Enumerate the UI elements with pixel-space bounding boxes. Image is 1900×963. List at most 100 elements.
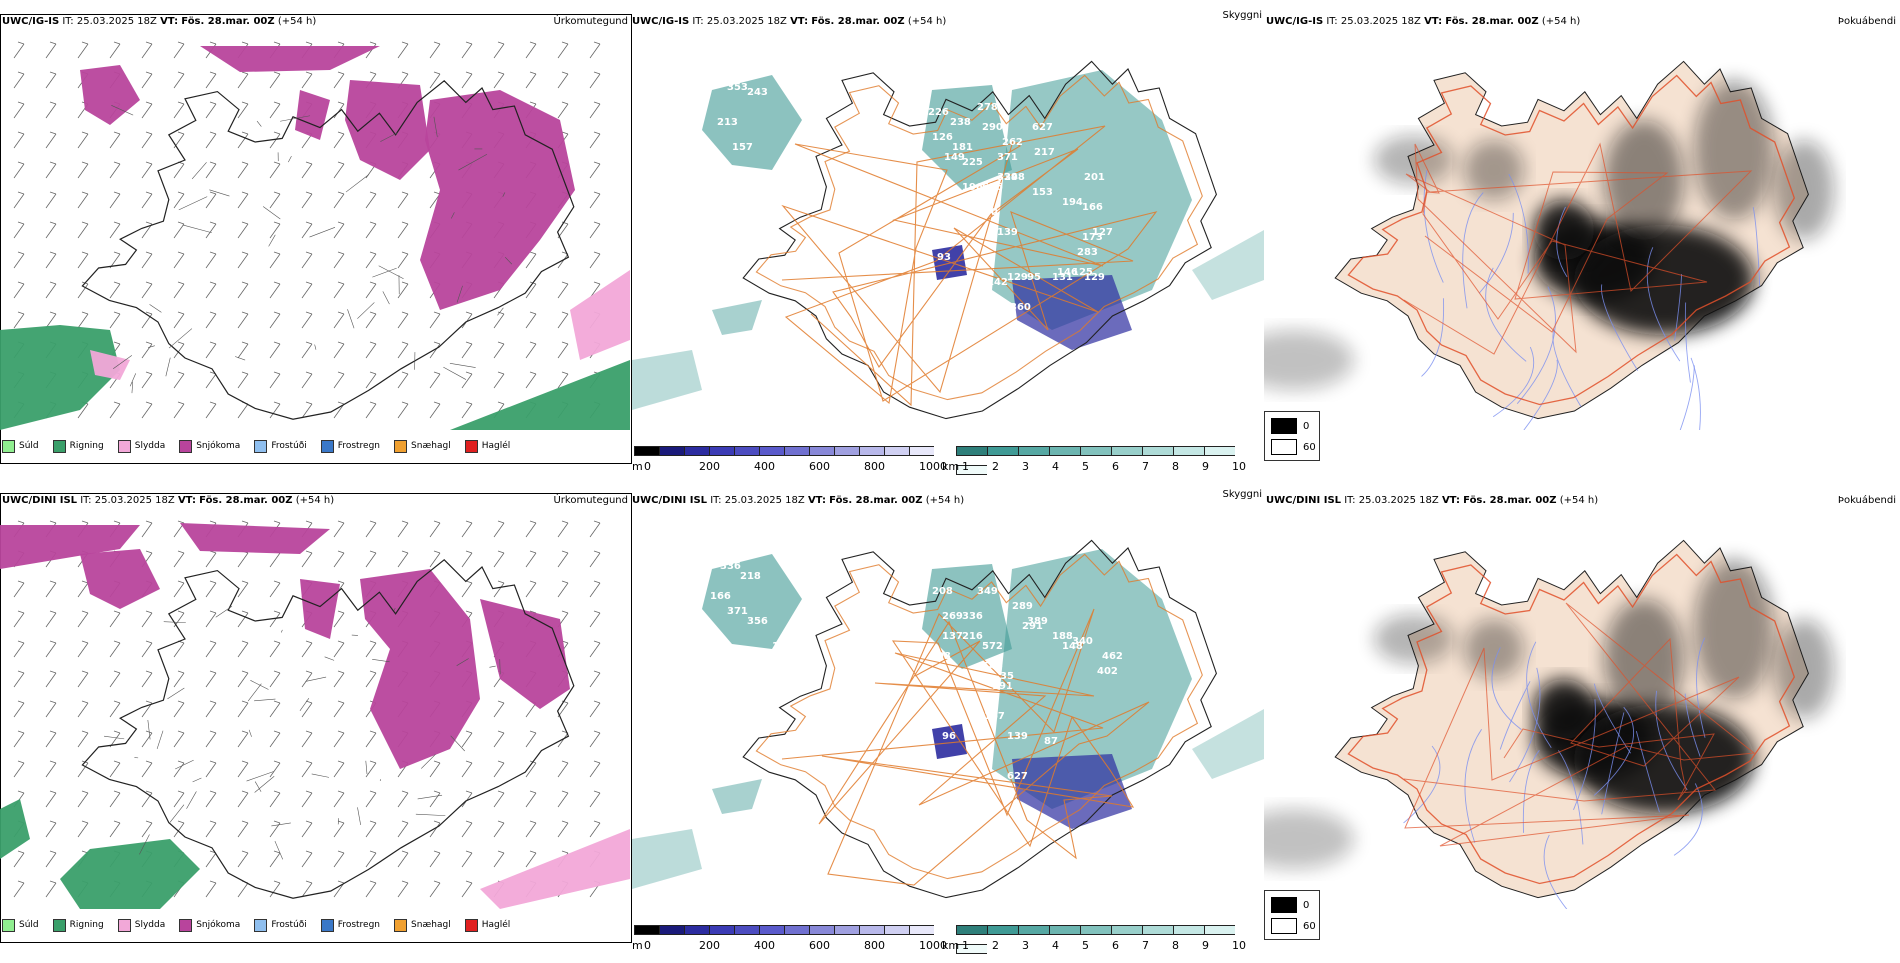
colorbar-cell (1111, 925, 1142, 935)
legend-label: Frostregn (338, 920, 380, 930)
visibility-tick: 7 (1142, 460, 1149, 473)
wind-barb (558, 282, 568, 298)
wind-barb (334, 282, 344, 298)
wind-barb (366, 731, 376, 747)
wind-barb (558, 551, 568, 567)
road-segment (167, 688, 184, 699)
wind-barb (142, 521, 152, 537)
ceiling-label: 142 (987, 277, 1008, 288)
wind-barb (206, 342, 216, 358)
wind-barb (238, 851, 248, 867)
wind-barb (366, 791, 376, 807)
ceiling-label: 269 (942, 611, 963, 622)
wind-barb (46, 851, 56, 867)
road-segment (216, 606, 232, 617)
road-segment (150, 304, 162, 312)
wind-barb (206, 821, 216, 837)
forecast-row: UWC/IG-IS IT: 25.03.2025 18Z VT: Fös. 28… (0, 14, 1900, 484)
wind-barb (302, 192, 312, 208)
precip-area (0, 325, 120, 430)
wind-barb (302, 252, 312, 268)
legend-label: Frostregn (338, 441, 380, 451)
wind-barb (78, 132, 88, 148)
ceiling-label: 129 (1007, 272, 1028, 283)
colorbar-cell (634, 446, 659, 456)
road-segment (347, 309, 354, 328)
visibility-tick: 1 (962, 939, 969, 952)
ceiling-label: 440 (977, 207, 998, 218)
fog-panel: UWC/IG-IS IT: 25.03.2025 18Z VT: Fös. 28… (1264, 14, 1900, 484)
it-value: 25.03.2025 18Z (725, 495, 805, 506)
wind-barb (14, 731, 24, 747)
legend-item: Haglél (465, 440, 511, 453)
wind-barb (142, 701, 152, 717)
wind-barb (238, 701, 248, 717)
wind-barb (270, 671, 280, 687)
fog-map (1264, 509, 1900, 909)
colorbar-cell (859, 446, 884, 456)
lead-time: (+54 h) (278, 16, 316, 27)
wind-barb (430, 312, 440, 328)
legend-swatch (394, 919, 407, 932)
ceiling-label: 127 (1092, 227, 1113, 238)
road-segment (383, 291, 390, 304)
colorbar-cell (1173, 925, 1204, 935)
road-segment (450, 363, 476, 367)
ceiling-tick: 400 (754, 939, 775, 952)
ceiling-label: 157 (732, 142, 753, 153)
wind-barb (142, 192, 152, 208)
legend-label: Súld (19, 920, 39, 930)
colorbar-cell (1204, 446, 1235, 456)
wind-barb (142, 761, 152, 777)
wind-barb (430, 851, 440, 867)
wind-barb (398, 42, 408, 58)
wind-barb (238, 252, 248, 268)
road-segment (157, 731, 163, 749)
road-segment (179, 197, 207, 210)
precip-area (450, 360, 630, 430)
lead-time: (+54 h) (908, 16, 946, 27)
wind-barb (14, 761, 24, 777)
precip-type-panel: UWC/IG-IS IT: 25.03.2025 18Z VT: Fös. 28… (0, 14, 632, 484)
wind-barb (270, 102, 280, 118)
ceiling-label: 572 (982, 641, 1003, 652)
wind-barb (526, 821, 536, 837)
ceiling-label: 194 (1062, 197, 1083, 208)
vt-value: Fös. 28.mar. 00Z (181, 16, 274, 27)
road-segment (255, 782, 261, 792)
precip-type-map (0, 30, 630, 430)
vt-value: Fös. 28.mar. 00Z (199, 495, 292, 506)
wind-barb (334, 222, 344, 238)
wind-barb (302, 791, 312, 807)
wind-barb (78, 701, 88, 717)
wind-barb (206, 162, 216, 178)
wind-barb (366, 821, 376, 837)
precip-type-map (0, 509, 630, 909)
wind-barb (366, 881, 376, 897)
wind-barb (46, 761, 56, 777)
fog-blob (1464, 140, 1524, 200)
road-segment (193, 778, 202, 782)
wind-barb (206, 312, 216, 328)
wind-barb (206, 551, 216, 567)
ceiling-label: 627 (1032, 122, 1053, 133)
wind-barb (238, 132, 248, 148)
ceiling-label: 290 (982, 122, 1003, 133)
wind-barb (334, 521, 344, 537)
ceiling-label: 336 (720, 561, 741, 572)
ceiling-label: 360 (1010, 302, 1031, 313)
wind-barb (334, 731, 344, 747)
wind-barb (110, 641, 120, 657)
colorbar-cell (809, 446, 834, 456)
road-segment (254, 699, 275, 701)
road-segment (312, 774, 329, 777)
wind-barb (78, 641, 88, 657)
legend-swatch (2, 440, 15, 453)
road-segment (281, 630, 282, 633)
visibility-tick: 8 (1172, 460, 1179, 473)
road-segment (257, 121, 261, 126)
ceiling-label: 238 (950, 117, 971, 128)
ceiling-label: 131 (1052, 272, 1073, 283)
wind-barb (590, 641, 600, 657)
